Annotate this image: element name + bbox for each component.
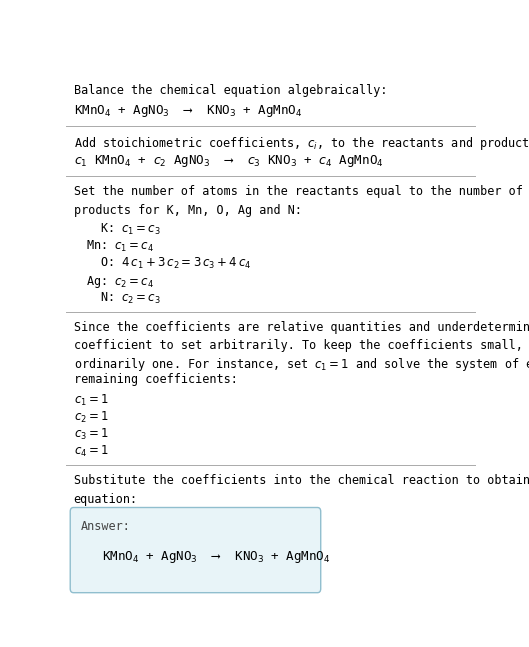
Text: K: $c_1 = c_3$: K: $c_1 = c_3$ (86, 221, 161, 237)
Text: ordinarily one. For instance, set $c_1 = 1$ and solve the system of equations fo: ordinarily one. For instance, set $c_1 =… (74, 356, 529, 373)
Text: Since the coefficients are relative quantities and underdetermined, choose a: Since the coefficients are relative quan… (74, 321, 529, 334)
Text: Answer:: Answer: (81, 520, 131, 533)
Text: Balance the chemical equation algebraically:: Balance the chemical equation algebraica… (74, 83, 387, 96)
Text: KMnO$_4$ + AgNO$_3$  ⟶  KNO$_3$ + AgMnO$_4$: KMnO$_4$ + AgNO$_3$ ⟶ KNO$_3$ + AgMnO$_4… (74, 102, 302, 118)
Text: coefficient to set arbitrarily. To keep the coefficients small, the arbitrary va: coefficient to set arbitrarily. To keep … (74, 338, 529, 351)
Text: products for K, Mn, O, Ag and N:: products for K, Mn, O, Ag and N: (74, 204, 302, 217)
Text: N: $c_2 = c_3$: N: $c_2 = c_3$ (86, 291, 161, 306)
Text: Add stoichiometric coefficients, $c_i$, to the reactants and products:: Add stoichiometric coefficients, $c_i$, … (74, 135, 529, 151)
Text: $c_3 = 1$: $c_3 = 1$ (74, 427, 108, 442)
Text: $c_1 = 1$: $c_1 = 1$ (74, 393, 108, 408)
Text: O: $4\,c_1 + 3\,c_2 = 3\,c_3 + 4\,c_4$: O: $4\,c_1 + 3\,c_2 = 3\,c_3 + 4\,c_4$ (86, 256, 251, 271)
Text: KMnO$_4$ + AgNO$_3$  ⟶  KNO$_3$ + AgMnO$_4$: KMnO$_4$ + AgNO$_3$ ⟶ KNO$_3$ + AgMnO$_4… (102, 549, 331, 565)
FancyBboxPatch shape (70, 507, 321, 593)
Text: equation:: equation: (74, 492, 138, 505)
Text: Set the number of atoms in the reactants equal to the number of atoms in the: Set the number of atoms in the reactants… (74, 186, 529, 199)
Text: $c_2 = 1$: $c_2 = 1$ (74, 410, 108, 425)
Text: $c_1$ KMnO$_4$ + $c_2$ AgNO$_3$  ⟶  $c_3$ KNO$_3$ + $c_4$ AgMnO$_4$: $c_1$ KMnO$_4$ + $c_2$ AgNO$_3$ ⟶ $c_3$ … (74, 153, 383, 170)
Text: remaining coefficients:: remaining coefficients: (74, 373, 238, 386)
Text: $c_4 = 1$: $c_4 = 1$ (74, 444, 108, 459)
Text: Substitute the coefficients into the chemical reaction to obtain the balanced: Substitute the coefficients into the che… (74, 474, 529, 487)
Text: Mn: $c_1 = c_4$: Mn: $c_1 = c_4$ (86, 239, 154, 254)
Text: Ag: $c_2 = c_4$: Ag: $c_2 = c_4$ (86, 274, 154, 290)
